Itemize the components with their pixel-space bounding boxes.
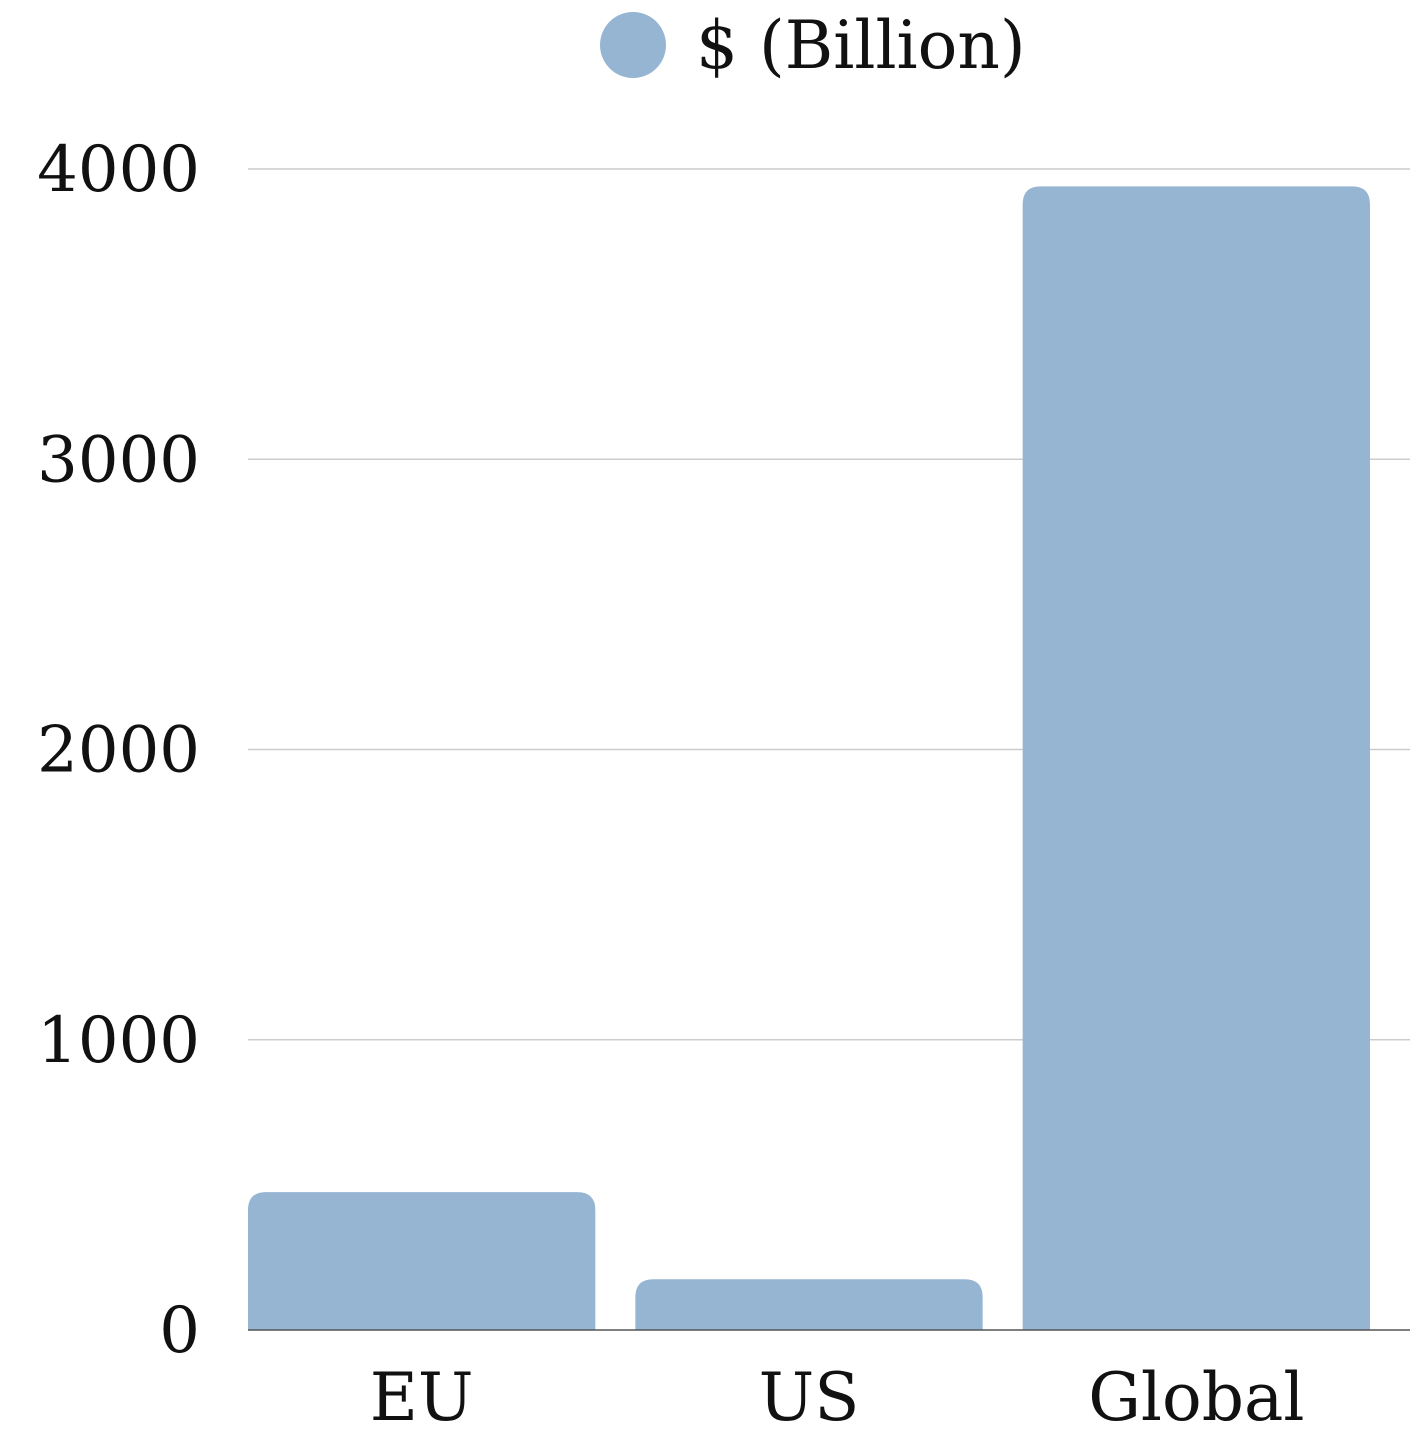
y-tick-label: 0 <box>159 1294 200 1368</box>
bars <box>248 186 1370 1330</box>
y-tick-label: 3000 <box>37 423 200 497</box>
y-tick-label: 1000 <box>37 1004 200 1078</box>
x-tick-label: EU <box>370 1359 474 1432</box>
legend-swatch <box>600 12 666 78</box>
x-tick-label: Global <box>1088 1359 1304 1432</box>
legend: $ (Billion) <box>600 7 1026 84</box>
bar-eu <box>248 1192 596 1330</box>
bar-us <box>635 1279 983 1330</box>
y-axis-ticks: 0 1000 2000 3000 4000 <box>37 133 200 1368</box>
y-tick-label: 4000 <box>37 133 200 207</box>
bar-global <box>1022 186 1370 1330</box>
x-axis-labels: EU US Global <box>370 1359 1305 1432</box>
x-tick-label: US <box>759 1359 860 1432</box>
legend-label: $ (Billion) <box>696 7 1026 84</box>
y-tick-label: 2000 <box>37 714 200 788</box>
